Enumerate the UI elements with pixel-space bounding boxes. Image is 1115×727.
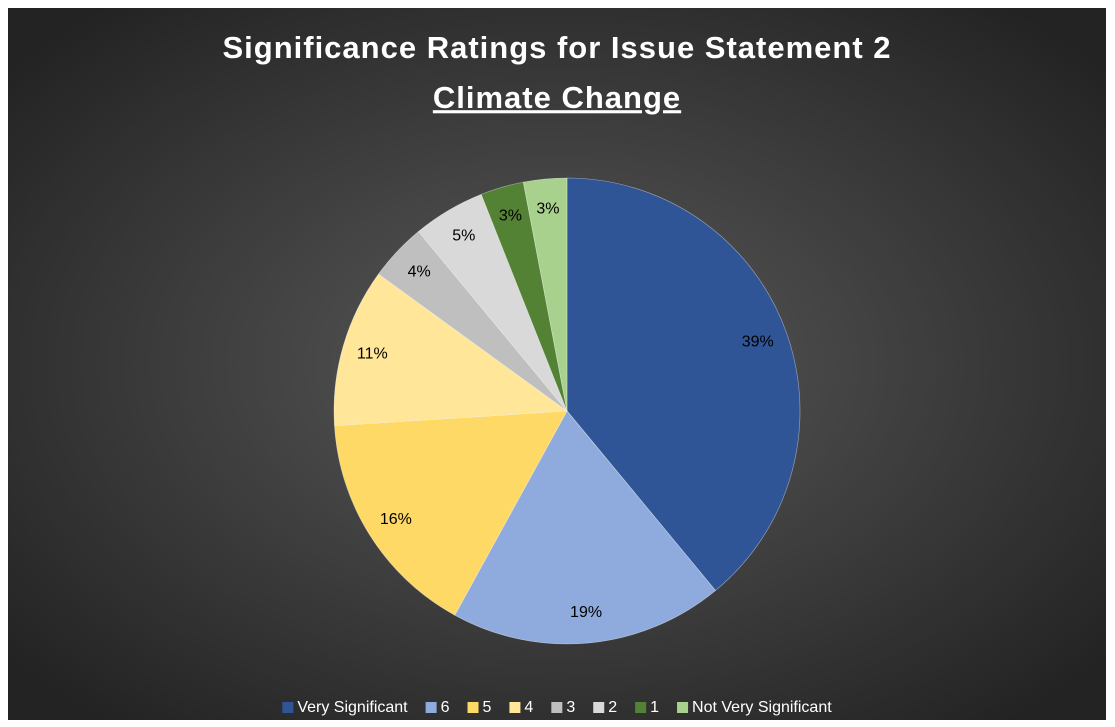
- legend-label: 3: [566, 699, 575, 716]
- legend-swatch: [551, 702, 563, 713]
- pie-slice: [454, 410, 716, 645]
- chart-title: Significance Ratings for Issue Statement…: [222, 30, 891, 65]
- pie-slice: [333, 273, 568, 426]
- legend-label: 5: [483, 699, 492, 716]
- legend-swatch: [467, 702, 479, 713]
- chart-title-underlined: Climate Change: [433, 80, 681, 115]
- data-label: 5%: [452, 228, 475, 245]
- data-label: 4%: [408, 263, 431, 280]
- data-label: 3%: [499, 208, 522, 225]
- data-label: 19%: [570, 604, 602, 621]
- data-label: 16%: [380, 511, 412, 528]
- data-label: 3%: [536, 200, 559, 217]
- legend-label: Not Very Significant: [692, 699, 832, 716]
- legend-label: 6: [441, 699, 450, 716]
- pie-slice: [334, 410, 568, 616]
- legend-label: Very Significant: [297, 699, 408, 716]
- legend-label: 1: [650, 699, 659, 716]
- legend-swatch: [282, 702, 294, 713]
- legend-swatch: [635, 702, 647, 713]
- legend-swatch: [425, 702, 437, 713]
- legend-label: 2: [608, 699, 617, 716]
- legend-swatch: [509, 702, 521, 713]
- data-label: 11%: [357, 346, 388, 363]
- pie-slice: [522, 177, 568, 412]
- legend-label: 4: [524, 699, 533, 716]
- legend-swatch: [593, 702, 605, 713]
- legend-swatch: [677, 702, 689, 713]
- data-label: 39%: [742, 334, 774, 351]
- pie-slice: [566, 177, 801, 591]
